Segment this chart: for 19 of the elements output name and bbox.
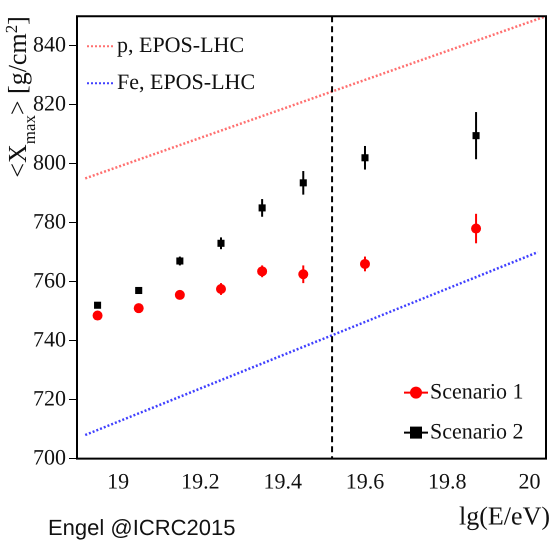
y-tick-label: 820: [33, 90, 66, 116]
x-tick-label: 20: [518, 468, 541, 494]
x-tick-label: 19: [107, 468, 130, 494]
y-tick-label: 780: [33, 208, 66, 234]
legend-label: Scenario 2: [430, 418, 524, 444]
legend-label: Fe, EPOS-LHC: [117, 68, 256, 94]
y-tick-label: 720: [33, 385, 66, 410]
x-tick-label: 19.2: [181, 468, 220, 494]
legend-label: p, EPOS-LHC: [117, 32, 244, 57]
y-tick-label: 700: [33, 444, 66, 470]
x-tick-label: 19.6: [346, 468, 384, 494]
text: Engel @ICRC2015: [48, 515, 236, 540]
legend-label: Scenario 1: [430, 378, 524, 404]
x-tick-label: 19.4: [263, 468, 302, 494]
y-tick-label: 760: [33, 267, 66, 292]
x-axis-title: lg(E/eV): [459, 502, 550, 531]
x-tick-label: 19.8: [428, 468, 467, 494]
y-tick-label: 840: [33, 31, 66, 56]
y-tick-label: 740: [33, 326, 66, 352]
